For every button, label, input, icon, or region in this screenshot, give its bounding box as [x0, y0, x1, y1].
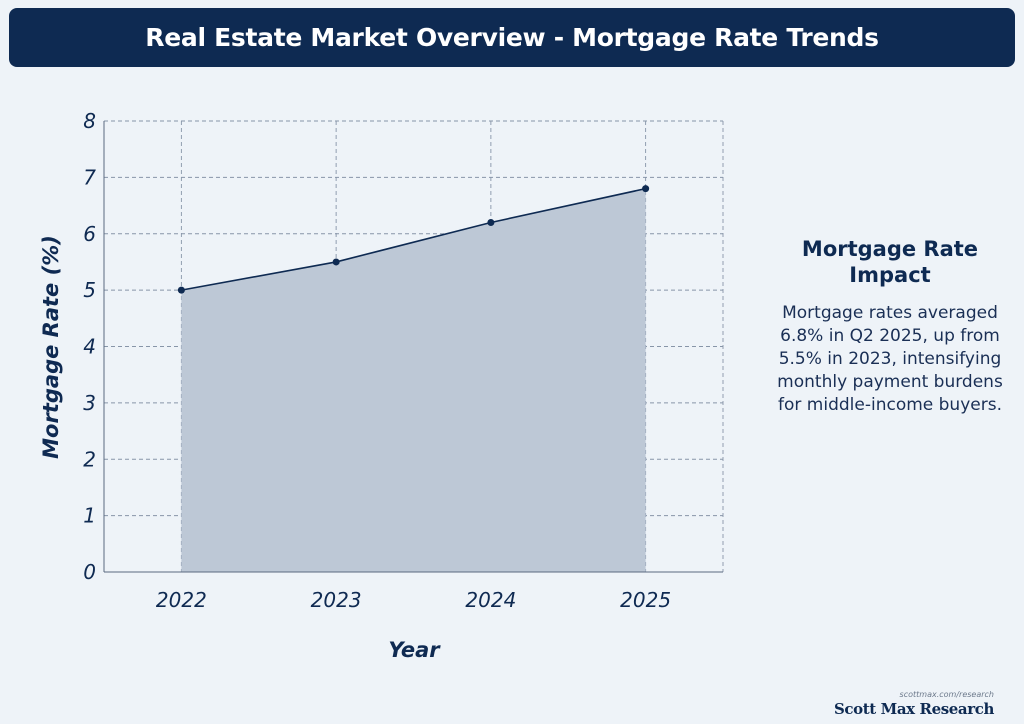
y-tick-label: 4 — [83, 335, 96, 359]
point-layer — [177, 185, 650, 294]
data-point — [642, 185, 650, 193]
y-tick-label: 3 — [83, 391, 96, 415]
data-point — [332, 258, 340, 266]
side-panel-text: Mortgage rates averaged 6.8% in Q2 2025,… — [777, 303, 1003, 415]
line-layer — [181, 187, 646, 291]
y-tick-label: 0 — [83, 560, 96, 584]
data-point — [177, 286, 185, 294]
branding: scottmax.com/research Scott Max Research — [834, 690, 994, 718]
x-tick-label: 2022 — [156, 588, 207, 612]
area-fill — [181, 188, 646, 572]
x-tick-label: 2025 — [620, 588, 671, 612]
y-tick-label: 8 — [83, 109, 96, 133]
x-tick-label: 2023 — [311, 588, 362, 612]
series-line — [181, 187, 646, 291]
branding-url: scottmax.com/research — [899, 690, 994, 699]
y-tick-label: 1 — [83, 504, 96, 528]
label-layer: 0 1 2 3 4 5 6 7 8 2022 2023 2024 2025 — [83, 109, 671, 612]
side-panel: Mortgage Rate Impact Mortgage rates aver… — [772, 236, 1008, 417]
branding-logo: Scott Max Research — [834, 700, 994, 718]
x-tick-label: 2024 — [465, 588, 516, 612]
side-panel-title: Mortgage Rate Impact — [801, 237, 979, 287]
data-point — [487, 218, 495, 226]
page-title: Real Estate Market Overview - Mortgage R… — [145, 23, 879, 52]
y-tick-label: 7 — [83, 165, 96, 189]
y-axis-title: Mortgage Rate (%) — [39, 235, 63, 459]
title-bar: Real Estate Market Overview - Mortgage R… — [9, 8, 1015, 67]
y-tick-label: 5 — [83, 278, 96, 302]
y-tick-label: 2 — [83, 447, 96, 471]
axis-layer — [103, 120, 724, 573]
y-tick-label: 6 — [83, 222, 96, 246]
x-axis-title: Year — [388, 638, 441, 662]
area-layer — [181, 188, 646, 572]
